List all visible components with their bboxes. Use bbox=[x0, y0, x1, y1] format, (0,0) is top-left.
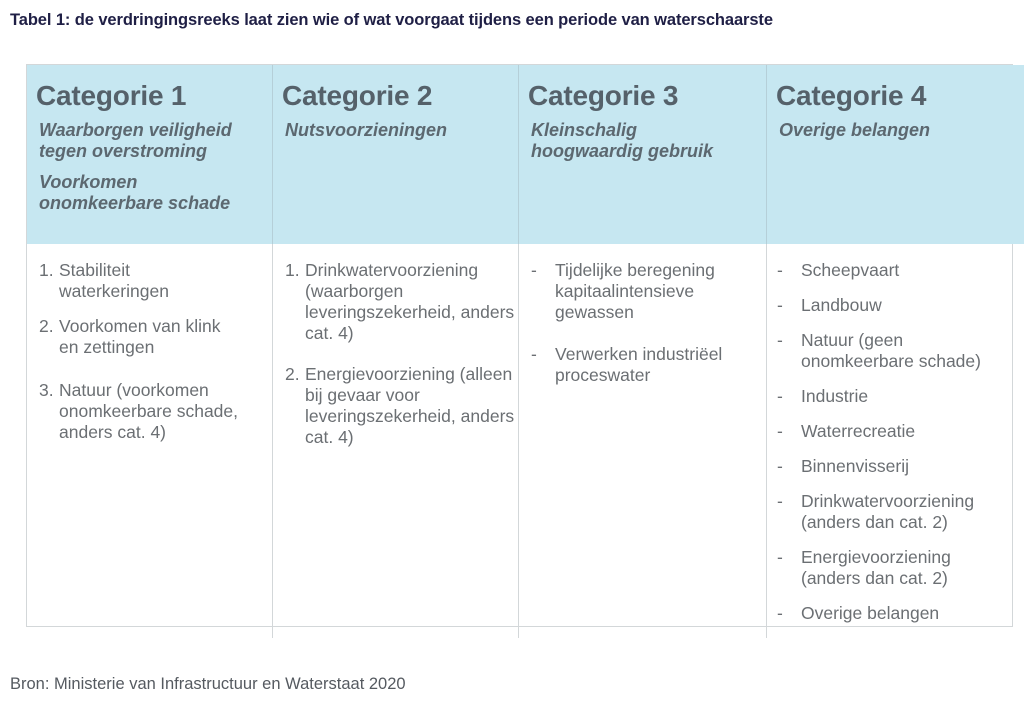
category-heading: Categorie 4 bbox=[776, 80, 927, 111]
list-item-text: Energievoorziening (alleen bij gevaar vo… bbox=[305, 364, 515, 447]
list-marker: - bbox=[777, 260, 783, 280]
category-heading: Categorie 3 bbox=[528, 80, 679, 111]
list-item-text: Tijdelijke beregening kapitaalintensieve… bbox=[555, 260, 715, 322]
list-marker: - bbox=[777, 547, 783, 567]
list-item-text: Drinkwatervoorziening (anders dan cat. 2… bbox=[801, 491, 975, 532]
list-item: - Binnenvisserij bbox=[777, 456, 1016, 477]
list-marker: - bbox=[531, 344, 537, 364]
list-item: - Landbouw bbox=[777, 295, 1016, 316]
list-item: - Energievoorziening (anders dan cat. 2) bbox=[777, 547, 991, 589]
header-cell-categorie-1: Categorie 1 Waarborgen veiligheid tegen … bbox=[27, 65, 273, 244]
list-item-text: Voorkomen van klink en zettingen bbox=[59, 316, 221, 357]
list-item-text: Scheepvaart bbox=[801, 260, 900, 280]
list-item: - Drinkwatervoorziening (anders dan cat.… bbox=[777, 491, 1016, 533]
category-subheading: Overige belangen bbox=[779, 120, 931, 140]
list-item-text: Drinkwatervoorziening (waarborgen leveri… bbox=[305, 260, 515, 343]
header-cell-categorie-3: Categorie 3 Kleinschalig hoogwaardig geb… bbox=[519, 65, 767, 244]
list-marker: 2. bbox=[39, 316, 54, 336]
list-marker: - bbox=[777, 491, 783, 511]
list-item: 3. Natuur (voorkomen onomkeerbare schade… bbox=[39, 380, 274, 443]
list-marker: 1. bbox=[39, 260, 54, 280]
list-item: - Scheepvaart bbox=[777, 260, 1016, 281]
list-marker: 2. bbox=[285, 364, 300, 384]
header-cell-categorie-4: Categorie 4 Overige belangen bbox=[767, 65, 1024, 244]
list-item: 1. Stabiliteit waterkeringen bbox=[39, 260, 234, 302]
list-item-text: Verwerken industriëel proceswater bbox=[555, 344, 723, 385]
list-marker: 1. bbox=[285, 260, 300, 280]
body-cell-categorie-1: 1. Stabiliteit waterkeringen 2. Voorkome… bbox=[27, 244, 273, 638]
category-subheading: Kleinschalig hoogwaardig gebruik bbox=[531, 120, 714, 161]
list-marker: - bbox=[777, 330, 783, 350]
header-cell-categorie-2: Categorie 2 Nutsvoorzieningen bbox=[273, 65, 519, 244]
list-item-text: Industrie bbox=[801, 386, 869, 406]
category-subheading: Nutsvoorzieningen bbox=[285, 120, 448, 140]
priority-table: Categorie 1 Waarborgen veiligheid tegen … bbox=[26, 64, 1024, 638]
list-item: - Tijdelijke beregening kapitaalintensie… bbox=[531, 260, 760, 323]
list-marker: 3. bbox=[39, 380, 54, 400]
list-marker: - bbox=[777, 386, 783, 406]
list-item: - Waterrecreatie bbox=[777, 421, 1016, 442]
list-item-text: Overige belangen bbox=[801, 603, 940, 623]
list-item: 2. Energievoorziening (alleen bij gevaar… bbox=[285, 364, 520, 448]
list-marker: - bbox=[777, 456, 783, 476]
category-heading: Categorie 2 bbox=[282, 80, 433, 111]
list-item-text: Binnenvisserij bbox=[801, 456, 909, 476]
list-item-text: Energievoorziening (anders dan cat. 2) bbox=[801, 547, 951, 588]
list-item-text: Natuur (geen onomkeerbare schade) bbox=[801, 330, 981, 371]
list-marker: - bbox=[777, 295, 783, 315]
list-item-text: Landbouw bbox=[801, 295, 882, 315]
table-title: Tabel 1: de verdringingsreeks laat zien … bbox=[10, 11, 773, 29]
body-cell-categorie-4: - Scheepvaart - Landbouw - Natuur (geen … bbox=[767, 244, 1024, 638]
source-caption: Bron: Ministerie van Infrastructuur en W… bbox=[10, 675, 406, 693]
body-cell-categorie-3: - Tijdelijke beregening kapitaalintensie… bbox=[519, 244, 767, 638]
list-item-text: Waterrecreatie bbox=[801, 421, 916, 441]
list-marker: - bbox=[777, 603, 783, 623]
category-heading: Categorie 1 bbox=[36, 80, 187, 111]
list-item: 1. Drinkwatervoorziening (waarborgen lev… bbox=[285, 260, 520, 344]
list-item: - Industrie bbox=[777, 386, 1016, 407]
list-item: - Natuur (geen onomkeerbare schade) bbox=[777, 330, 1006, 372]
list-item: - Overige belangen bbox=[777, 603, 1016, 624]
list-item: - Verwerken industriëel proceswater bbox=[531, 344, 770, 386]
list-marker: - bbox=[531, 260, 537, 280]
list-item-text: Stabiliteit waterkeringen bbox=[59, 260, 169, 301]
list-item-text: Natuur (voorkomen onomkeerbare schade, a… bbox=[59, 380, 238, 442]
list-item: 2. Voorkomen van klink en zettingen bbox=[39, 316, 244, 358]
category-subheading: Voorkomen onomkeerbare schade bbox=[39, 172, 231, 213]
list-marker: - bbox=[777, 421, 783, 441]
category-subheading: Waarborgen veiligheid tegen overstroming bbox=[39, 120, 232, 161]
body-cell-categorie-2: 1. Drinkwatervoorziening (waarborgen lev… bbox=[273, 244, 519, 638]
